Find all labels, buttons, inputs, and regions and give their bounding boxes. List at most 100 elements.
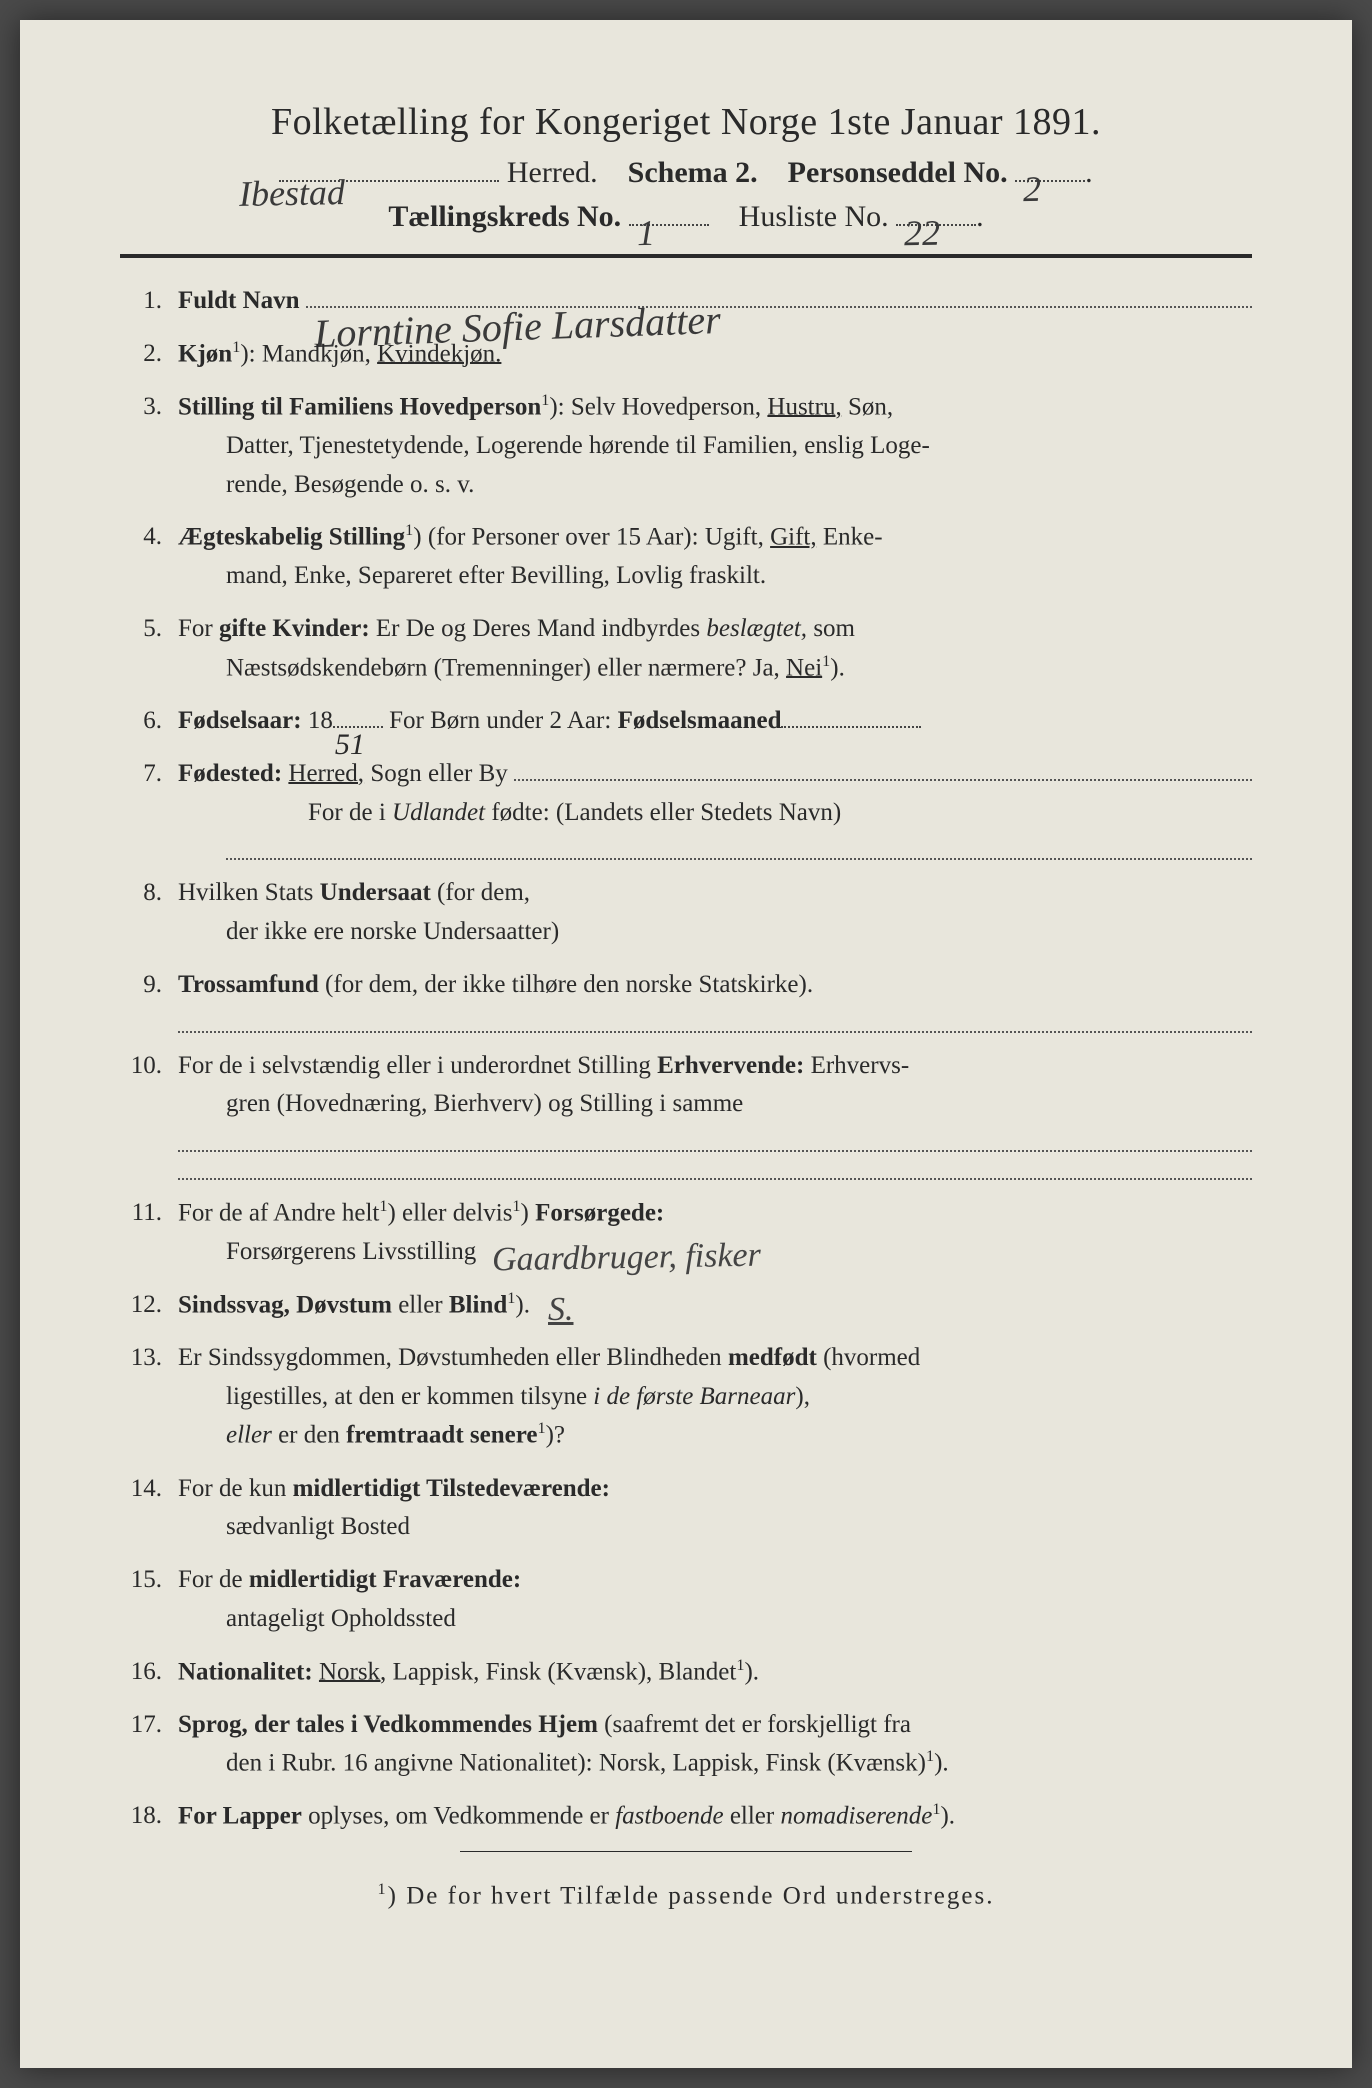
q2: 2. Kjøn1): Mandkjøn, Kvindekjøn.	[120, 335, 1252, 374]
q13-text1: Er Sindssygdommen, Døvstumheden eller Bl…	[178, 1344, 728, 1371]
q14: 14. For de kun midlertidigt Tilstedevære…	[120, 1470, 1252, 1548]
q5-num: 5.	[120, 610, 178, 649]
q2-text: ): Mandkjøn,	[240, 340, 377, 367]
q11-line2: Forsørgerens Livsstilling	[226, 1238, 476, 1265]
form-title: Folketælling for Kongeriget Norge 1ste J…	[120, 100, 1252, 144]
q7-num: 7.	[120, 755, 178, 794]
q6-text1: For Børn under 2 Aar:	[383, 707, 618, 734]
q3-num: 3.	[120, 388, 178, 427]
q2-label: Kjøn	[178, 340, 232, 367]
q10-label: Erhvervende:	[657, 1052, 804, 1079]
q5-line2a: Næstsødskendebørn (Tremenninger) eller n…	[226, 654, 786, 681]
q11: 11. For de af Andre helt1) eller delvis1…	[120, 1194, 1252, 1272]
q4-label: Ægteskabelig Stilling	[178, 524, 405, 551]
q13-label: medfødt	[728, 1344, 817, 1371]
q7-italic: Udlandet	[392, 799, 485, 826]
q6-year-prefix: 18	[302, 707, 333, 734]
q7-line2b: fødte: (Landets eller Stedets Navn)	[485, 799, 841, 826]
q10-dotted2	[178, 1160, 1252, 1180]
q15-label: midlertidigt Fraværende:	[249, 1566, 521, 1593]
q15-num: 15.	[120, 1561, 178, 1600]
q18-num: 18.	[120, 1797, 178, 1836]
q12-num: 12.	[120, 1286, 178, 1325]
q13-line3a: eller	[226, 1422, 272, 1449]
footnote-text: ) De for hvert Tilfælde passende Ord und…	[388, 1882, 995, 1909]
q18-text2: eller	[724, 1803, 781, 1830]
q16-selected: Norsk,	[319, 1658, 386, 1685]
q2-selected: Kvindekjøn.	[377, 340, 501, 367]
questions-list: 1. Fuldt Navn Lorntine Sofie Larsdatter …	[120, 282, 1252, 1837]
q17-num: 17.	[120, 1706, 178, 1745]
q7-dotted	[226, 840, 1252, 860]
q10-num: 10.	[120, 1047, 178, 1086]
q5-selected: Nei	[786, 654, 822, 681]
q17-text1: (saafremt det er forskjelligt fra	[598, 1711, 911, 1738]
q9-dotted	[178, 1013, 1252, 1033]
q8-label: Undersaat	[320, 879, 431, 906]
q17-line2: den i Rubr. 16 angivne Nationalitet): No…	[226, 1750, 926, 1777]
q4-num: 4.	[120, 518, 178, 557]
q4: 4. Ægteskabelig Stilling1) (for Personer…	[120, 518, 1252, 596]
q13-sup: 1	[537, 1419, 545, 1437]
form-header: Folketælling for Kongeriget Norge 1ste J…	[120, 100, 1252, 234]
q8-text1: Hvilken Stats	[178, 879, 320, 906]
q5-text2: Er De og Deres Mand indbyrdes	[370, 615, 707, 642]
q18-text1: oplyses, om Vedkommende er	[302, 1803, 615, 1830]
q8: 8. Hvilken Stats Undersaat (for dem, der…	[120, 874, 1252, 952]
q5-line2b: ).	[830, 654, 845, 681]
q9: 9. Trossamfund (for dem, der ikke tilhør…	[120, 966, 1252, 1033]
q11-num: 11.	[120, 1194, 178, 1233]
husliste-no: 22	[904, 212, 941, 255]
q4-text2: Enke-	[817, 524, 883, 551]
q3-text2: Søn,	[842, 393, 893, 420]
q18-label: For Lapper	[178, 1803, 302, 1830]
q18-text3: ).	[940, 1803, 955, 1830]
q3-selected: Hustru,	[767, 393, 841, 420]
q18-italic2: nomadiserende	[780, 1803, 932, 1830]
q14-label: midlertidigt Tilstedeværende:	[293, 1475, 610, 1502]
q1-num: 1.	[120, 282, 178, 321]
q6-label2: Fødselsmaaned	[618, 707, 782, 734]
kreds-label: Tællingskreds No.	[388, 200, 621, 233]
q1-label: Fuldt Navn	[178, 287, 300, 314]
q1: 1. Fuldt Navn Lorntine Sofie Larsdatter	[120, 282, 1252, 321]
q3-label: Stilling til Familiens Hovedperson	[178, 393, 541, 420]
q11-text3: )	[521, 1199, 536, 1226]
q11-label: Forsørgede:	[535, 1199, 664, 1226]
header-line-3: Tællingskreds No. 1 Husliste No. 22 .	[120, 200, 1252, 234]
q10-line2: gren (Hovednæring, Bierhverv) og Stillin…	[226, 1090, 743, 1117]
q11-hw: Gaardbruger, fisker	[492, 1230, 762, 1287]
q16-label: Nationalitet:	[178, 1658, 313, 1685]
q11-sup2: 1	[512, 1197, 520, 1215]
q13-label3: fremtraadt senere	[346, 1422, 537, 1449]
q13-italic2: i de første Barneaar	[593, 1383, 795, 1410]
q9-label: Trossamfund	[178, 971, 319, 998]
schema-label: Schema 2.	[628, 156, 758, 189]
q9-num: 9.	[120, 966, 178, 1005]
q6: 6. Fødselsaar: 1851 For Børn under 2 Aar…	[120, 702, 1252, 741]
q7: 7. Fødested: Herred, Sogn eller By For d…	[120, 755, 1252, 861]
q4-line2: mand, Enke, Separeret efter Bevilling, L…	[178, 557, 1252, 596]
q18-italic1: fastboende	[615, 1803, 723, 1830]
q9-text: (for dem, der ikke tilhøre den norske St…	[319, 971, 813, 998]
census-form-page: Folketælling for Kongeriget Norge 1ste J…	[20, 20, 1352, 2068]
q7-label: Fødested:	[178, 760, 282, 787]
q14-num: 14.	[120, 1470, 178, 1509]
q10-dotted1	[178, 1132, 1252, 1152]
q15-line2: antageligt Opholdssted	[226, 1605, 456, 1632]
q10-text2: Erhvervs-	[804, 1052, 909, 1079]
q3-text1: ): Selv Hovedperson,	[549, 393, 767, 420]
q12-label: Sindssvag, Døvstum	[178, 1291, 392, 1318]
q14-line2: sædvanligt Bosted	[226, 1513, 410, 1540]
q6-num: 6.	[120, 702, 178, 741]
q3-line3: rende, Besøgende o. s. v.	[226, 471, 474, 498]
q4-text1: ) (for Personer over 15 Aar): Ugift,	[413, 524, 770, 551]
q13: 13. Er Sindssygdommen, Døvstumheden elle…	[120, 1339, 1252, 1456]
q8-num: 8.	[120, 874, 178, 913]
footnote-rule	[460, 1851, 913, 1852]
footnote: 1) De for hvert Tilfælde passende Ord un…	[120, 1880, 1252, 1910]
q12-hw: S.	[548, 1284, 574, 1337]
q5-text3: som	[807, 615, 855, 642]
q5-label: gifte Kvinder:	[219, 615, 370, 642]
q16-text2: ).	[744, 1658, 759, 1685]
